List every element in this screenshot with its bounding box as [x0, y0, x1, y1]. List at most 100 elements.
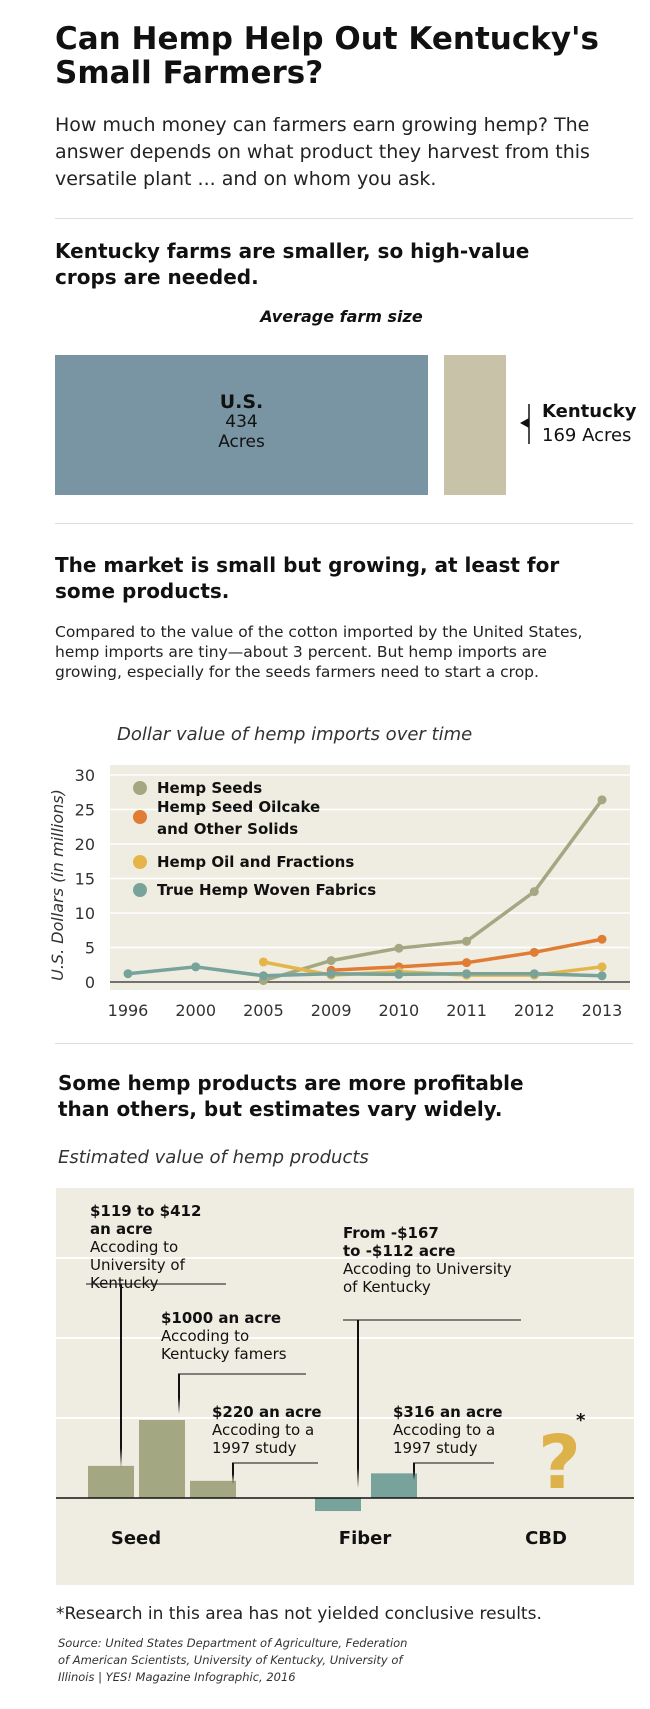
y-tick-label: 25: [75, 801, 95, 820]
x-tick-label: 2011: [446, 1001, 487, 1020]
data-point: [394, 943, 404, 953]
x-tick-label: 2005: [243, 1001, 284, 1020]
section1-heading: Kentucky farms are smaller, so high-valu…: [55, 239, 530, 289]
legend-label: Hemp Oil and Fractions: [157, 853, 354, 871]
data-point: [597, 962, 607, 972]
seed-1997-source: Accoding to a 1997 study: [212, 1421, 315, 1457]
farm-size-chart-title: Average farm size: [260, 307, 423, 326]
x-tick-label: 2009: [311, 1001, 352, 1020]
us-farm-bar: [55, 355, 428, 495]
us-unit: Acres: [218, 432, 265, 452]
kentucky-value: 169 Acres: [542, 425, 632, 446]
fiber-value-bar: [315, 1498, 361, 1512]
data-point: [326, 969, 336, 979]
seed-uk-callout: $119 to $412 an acre Accoding to Univers…: [90, 1202, 225, 1292]
legend-label: Hemp Seeds: [157, 779, 262, 797]
category-fiber: Fiber: [339, 1528, 392, 1549]
y-tick-label: 0: [85, 973, 95, 992]
legend-label: True Hemp Woven Fabrics: [157, 881, 376, 899]
category-seed: Seed: [111, 1528, 161, 1549]
fiber-1997-source: Accoding to a 1997 study: [393, 1421, 496, 1457]
x-tick-label: 1996: [108, 1001, 149, 1020]
x-tick-label: 2000: [175, 1001, 216, 1020]
us-farm-label: U.S. 434 Acres: [55, 392, 428, 452]
data-point: [462, 936, 472, 946]
divider: [55, 218, 633, 219]
us-value: 434: [225, 412, 258, 432]
legend-swatch: [133, 781, 147, 795]
data-point: [529, 969, 539, 979]
seed-value-bar: [190, 1480, 236, 1498]
x-tick-label: 2010: [378, 1001, 419, 1020]
seed-farmers-leader: [178, 1374, 180, 1414]
cbd-question-mark-icon: ?: [538, 1420, 581, 1506]
legend-swatch: [133, 883, 147, 897]
series-line: [127, 965, 603, 978]
fiber-1997-value: $316 an acre: [393, 1403, 503, 1421]
y-tick-label: 10: [75, 904, 95, 923]
page-title: Can Hemp Help Out Kentucky's Small Farme…: [55, 21, 599, 91]
data-point: [597, 795, 607, 805]
section2-heading: The market is small but growing, at leas…: [55, 553, 560, 603]
seed-uk-value: $119 to $412 an acre: [90, 1202, 202, 1238]
fiber-uk-value: From -$167 to -$112 acre: [343, 1224, 456, 1260]
divider: [55, 523, 633, 524]
legend-swatch: [133, 855, 147, 869]
category-cbd: CBD: [525, 1528, 567, 1549]
fiber-1997-leader: [413, 1463, 415, 1480]
fiber-1997-callout: $316 an acre Accoding to a 1997 study: [393, 1403, 503, 1457]
kentucky-farm-bar: [444, 355, 506, 495]
data-point: [326, 956, 336, 966]
data-point: [462, 969, 472, 979]
seed-uk-source: Accoding to University of Kentucky: [90, 1238, 185, 1292]
seed-farmers-callout: $1000 an acre Accoding to Kentucky famer…: [161, 1309, 311, 1363]
data-point: [529, 887, 539, 897]
data-point: [191, 962, 201, 972]
divider: [55, 1043, 633, 1044]
y-tick-label: 5: [85, 939, 95, 958]
y-tick-label: 15: [75, 870, 95, 889]
data-point: [529, 947, 539, 957]
products-chart-svg: ? * Seed Fiber CBD: [56, 1257, 634, 1549]
kentucky-name: Kentucky: [542, 401, 637, 422]
seed-1997-callout: $220 an acre Accoding to a 1997 study: [212, 1403, 327, 1457]
fiber-uk-callout: From -$167 to -$112 acre Accoding to Uni…: [343, 1224, 528, 1296]
data-point: [462, 958, 472, 968]
fiber-uk-source: Accoding to University of Kentucky: [343, 1260, 512, 1296]
section2-body: Compared to the value of the cotton impo…: [55, 623, 583, 681]
source-text: Source: United States Department of Agri…: [58, 1636, 408, 1684]
data-point: [258, 971, 268, 981]
x-tick-label: 2012: [514, 1001, 555, 1020]
fiber-uk-leader: [357, 1320, 359, 1488]
series-line: [262, 798, 604, 983]
legend-swatch: [133, 810, 147, 824]
kentucky-bracket-icon: [520, 404, 530, 444]
data-point: [394, 969, 404, 979]
x-tick-label: 2013: [582, 1001, 623, 1020]
us-label: U.S.: [219, 391, 264, 413]
imports-chart-title: Dollar value of hemp imports over time: [117, 724, 473, 745]
intro-text: How much money can farmers earn growing …: [55, 114, 590, 190]
products-chart-panel: ? * Seed Fiber CBD $119 to $412 an acre …: [56, 1188, 634, 1585]
kentucky-label: Kentucky 169 Acres: [542, 400, 636, 448]
legend-label: Hemp Seed Oilcake and Other Solids: [157, 798, 320, 838]
data-point: [597, 934, 607, 944]
seed-farmers-value: $1000 an acre: [161, 1309, 282, 1327]
seed-1997-value: $220 an acre: [212, 1403, 322, 1421]
y-tick-label: 20: [75, 835, 95, 854]
imports-y-axis-label: U.S. Dollars (in millions): [48, 789, 67, 981]
seed-1997-leader: [232, 1463, 234, 1484]
seed-uk-leader: [120, 1284, 122, 1468]
y-tick-label: 30: [75, 766, 95, 785]
data-point: [123, 969, 133, 979]
products-chart-title: Estimated value of hemp products: [58, 1147, 369, 1168]
cbd-asterisk: *: [576, 1410, 586, 1431]
seed-farmers-source: Accoding to Kentucky famers: [161, 1327, 287, 1363]
data-point: [258, 957, 268, 967]
seed-value-bar: [88, 1465, 134, 1498]
data-point: [597, 971, 607, 981]
footnote: *Research in this area has not yielded c…: [56, 1604, 542, 1624]
imports-line-chart: 0 5 10 15 20 25 30 1996 2000 2005 2009 2010 2011 2012…: [48, 765, 630, 1020]
seed-value-bar: [139, 1420, 185, 1498]
section3-heading: Some hemp products are more profitable t…: [58, 1071, 524, 1121]
